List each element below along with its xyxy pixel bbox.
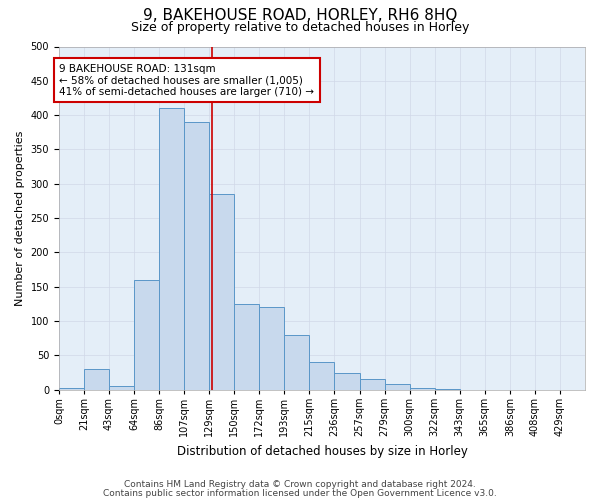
Bar	[159, 108, 184, 390]
Y-axis label: Number of detached properties: Number of detached properties	[15, 130, 25, 306]
Bar	[385, 384, 410, 390]
Bar	[284, 335, 310, 390]
Bar	[59, 388, 84, 390]
Bar	[184, 122, 209, 390]
Bar	[310, 362, 334, 390]
Bar	[84, 369, 109, 390]
Bar	[334, 372, 359, 390]
Bar	[410, 388, 434, 390]
Text: 9, BAKEHOUSE ROAD, HORLEY, RH6 8HQ: 9, BAKEHOUSE ROAD, HORLEY, RH6 8HQ	[143, 8, 457, 22]
Bar	[434, 389, 460, 390]
Bar	[134, 280, 159, 390]
Text: Contains HM Land Registry data © Crown copyright and database right 2024.: Contains HM Land Registry data © Crown c…	[124, 480, 476, 489]
Bar	[359, 380, 385, 390]
Bar	[234, 304, 259, 390]
Text: 9 BAKEHOUSE ROAD: 131sqm
← 58% of detached houses are smaller (1,005)
41% of sem: 9 BAKEHOUSE ROAD: 131sqm ← 58% of detach…	[59, 64, 314, 97]
Text: Size of property relative to detached houses in Horley: Size of property relative to detached ho…	[131, 21, 469, 34]
Text: Contains public sector information licensed under the Open Government Licence v3: Contains public sector information licen…	[103, 490, 497, 498]
Bar	[259, 308, 284, 390]
Bar	[109, 386, 134, 390]
Bar	[209, 194, 234, 390]
X-axis label: Distribution of detached houses by size in Horley: Distribution of detached houses by size …	[176, 444, 467, 458]
